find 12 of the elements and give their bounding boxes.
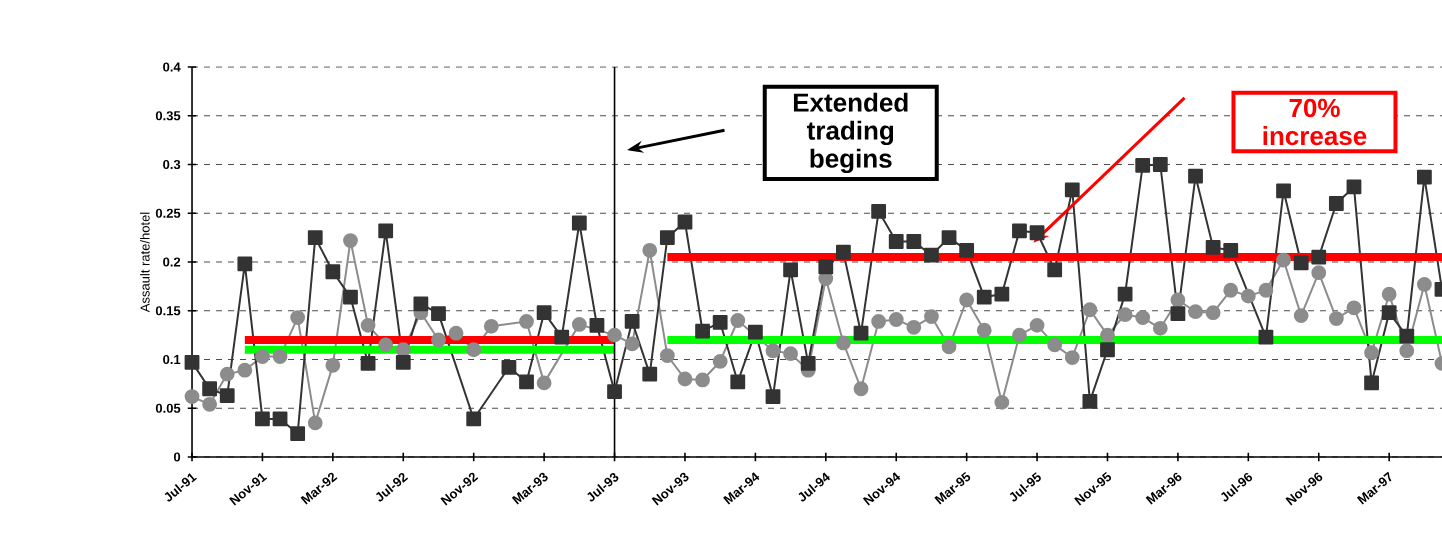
y-tick-label: 0.2 <box>163 257 181 267</box>
y-axis-title: Assault rate/hotel <box>140 212 150 313</box>
y-tick-label: 0.05 <box>155 403 181 413</box>
y-tick-label: 0.15 <box>155 306 181 316</box>
y-tick-label: 0.25 <box>155 208 181 218</box>
y-tick-label: 0 <box>173 452 181 462</box>
annotation: 70% increase <box>1263 98 1367 146</box>
y-tick-label: 0.35 <box>155 111 181 121</box>
y-tick-label: 0.4 <box>163 62 181 72</box>
y-tick-label: 0.3 <box>163 159 181 170</box>
annotation: Extended trading begins <box>793 92 908 174</box>
y-tick-label: 0.1 <box>163 354 181 365</box>
